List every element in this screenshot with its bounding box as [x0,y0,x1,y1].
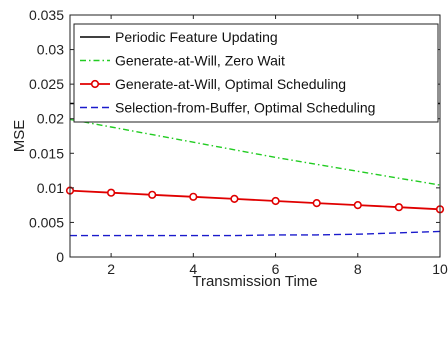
x-tick-label: 6 [272,261,280,277]
series-3-marker [394,203,404,212]
series-line-4 [70,230,441,237]
x-tick-label: 4 [189,261,197,277]
x-axis-title: Transmission Time [192,273,317,290]
series-3-marker [230,194,239,203]
y-tick-label: 0.015 [29,145,64,161]
series-3-marker [312,199,321,208]
x-tick-label: 10 [432,261,448,277]
legend-label-4: Selection-from-Buffer, Optimal Schedulin… [115,100,375,116]
y-tick-label: 0.035 [29,7,64,23]
legend-label-1: Periodic Feature Updating [115,29,278,45]
legend-marker-3 [90,79,100,89]
series-3-marker [353,201,362,210]
series-3-marker [148,190,157,199]
y-tick-label: 0 [56,249,64,265]
series-3-marker [106,188,116,197]
y-tick-label: 0.02 [37,111,64,127]
series-3-marker [189,192,198,201]
y-tick-label: 0.03 [37,42,64,58]
plot-frame [69,14,441,258]
x-tick-label: 8 [354,261,362,277]
y-axis-title: MSE [11,120,28,153]
y-tick-label: 0.01 [37,180,64,196]
y-tick-label: 0.005 [29,214,64,230]
legend-label-2: Generate-at-Will, Zero Wait [115,53,285,69]
legend-label-3: Generate-at-Will, Optimal Scheduling [115,76,346,92]
series-line-2 [69,118,441,186]
series-line-3 [69,189,441,211]
axes-layer: 2 4 6 8 10 0 0.005 0.01 0.015 0.02 0.025 0.03 0.035 [29,7,448,277]
legend: Periodic Feature Updating Generate-at-Wil… [73,23,439,123]
legend-box [73,23,439,123]
y-tick-label: 0.025 [29,76,64,92]
x-tick-label: 2 [107,261,115,277]
series-3-marker [271,196,280,206]
